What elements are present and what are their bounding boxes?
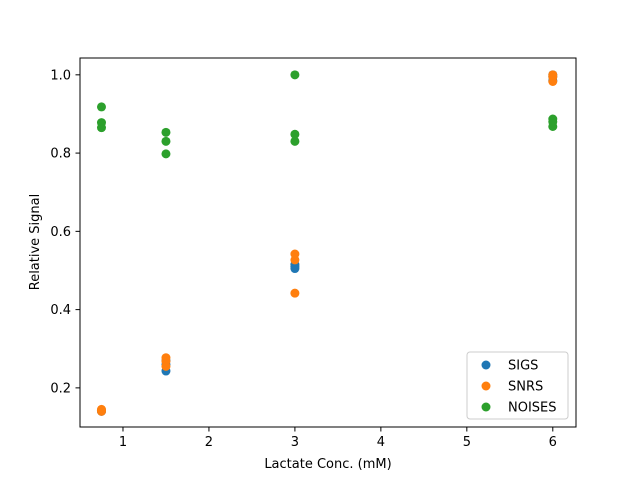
x-tick-label: 4	[377, 435, 385, 450]
y-tick-label: 0.2	[50, 381, 71, 396]
data-point-noises-7	[290, 129, 300, 139]
data-point-snrs-5	[161, 353, 171, 363]
data-point-noises-3	[161, 149, 171, 159]
y-axis-label: Relative Signal	[28, 194, 43, 291]
y-tick-label: 0.4	[50, 303, 71, 318]
data-point-noises-1	[96, 118, 106, 128]
x-tick-label: 1	[119, 435, 127, 450]
legend: SIGS SNRS NOISES	[466, 351, 569, 420]
data-point-noises-11	[548, 114, 558, 124]
legend-marker-noises	[481, 402, 491, 412]
data-point-noises-5	[161, 127, 171, 137]
legend-label-snrs: SNRS	[508, 380, 543, 395]
legend-box	[466, 351, 569, 420]
x-tick-label: 3	[291, 435, 299, 450]
axes: 1 2 3 4 5 6 0.2 0.4 0.6 0.8 1.0	[50, 57, 577, 450]
legend-marker-snrs	[481, 381, 491, 391]
legend-label-sigs: SIGS	[508, 359, 538, 374]
data-points	[96, 70, 558, 416]
data-point-snrs-8	[290, 249, 300, 259]
legend-marker-sigs	[481, 360, 491, 370]
data-point-noises-8	[290, 70, 300, 80]
data-point-noises-2	[96, 102, 106, 112]
y-tick-label: 1.0	[50, 68, 71, 83]
data-point-noises-4	[161, 136, 171, 146]
data-point-noises-6	[290, 136, 300, 146]
data-point-snrs-2	[96, 404, 106, 414]
x-tick-label: 2	[205, 435, 213, 450]
x-tick-label: 6	[549, 435, 557, 450]
x-axis-label: Lactate Conc. (mM)	[264, 457, 391, 472]
legend-label-noises: NOISES	[508, 401, 557, 416]
data-point-snrs-11	[548, 70, 558, 80]
x-tick-label: 5	[463, 435, 471, 450]
y-tick-label: 0.6	[50, 225, 71, 240]
axes-frame	[79, 57, 577, 428]
data-point-snrs-6	[290, 288, 300, 298]
y-tick-label: 0.8	[50, 147, 71, 162]
